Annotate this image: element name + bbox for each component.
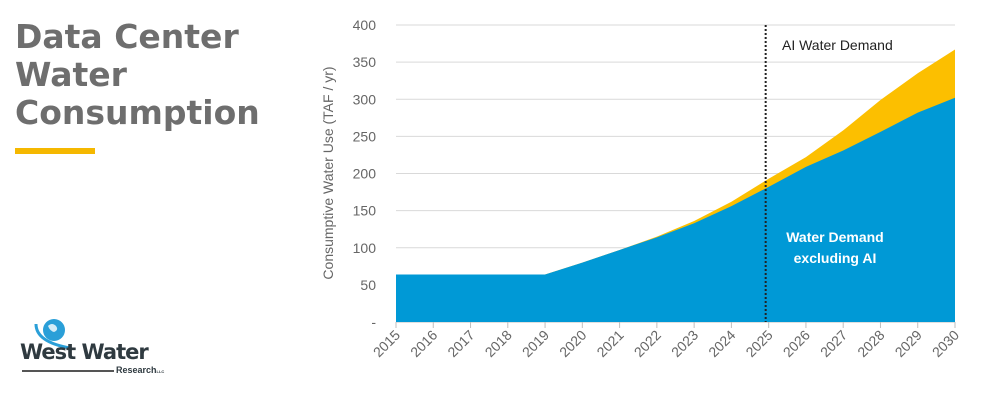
page-title: Data Center Water Consumption xyxy=(15,18,260,132)
x-tick-label: 2023 xyxy=(668,327,701,360)
logo-name: West Water xyxy=(20,340,149,364)
globe-icon xyxy=(34,319,71,350)
y-axis-label: Consumptive Water Use (TAF / yr) xyxy=(320,66,336,279)
ai-demand-label: AI Water Demand xyxy=(782,37,893,53)
title-line: Consumption xyxy=(15,93,260,132)
logo-line xyxy=(22,370,114,372)
y-tick-label: 50 xyxy=(360,277,376,293)
company-logo: West Water ResearchLLC xyxy=(18,318,178,378)
base-demand-label-line2: excluding AI xyxy=(794,250,877,266)
y-tick-label: 350 xyxy=(353,54,377,70)
logo-sub-text: Research xyxy=(116,365,157,375)
x-tick-label: 2015 xyxy=(370,327,403,360)
title-accent-bar xyxy=(15,148,95,154)
x-tick-label: 2028 xyxy=(854,327,887,360)
y-tick-label: 250 xyxy=(353,128,377,144)
title-line: Water xyxy=(15,55,127,94)
x-tick-label: 2022 xyxy=(631,327,664,360)
x-tick-label: 2017 xyxy=(444,327,477,360)
x-tick-label: 2019 xyxy=(519,327,552,360)
x-tick-label: 2025 xyxy=(742,327,775,360)
base-demand-area xyxy=(396,97,955,322)
y-tick-label: - xyxy=(371,314,376,330)
y-tick-label: 300 xyxy=(353,91,377,107)
x-tick-label: 2026 xyxy=(780,327,813,360)
logo-suffix: LLC xyxy=(156,369,165,374)
base-demand-label-line1: Water Demand xyxy=(786,229,884,245)
x-tick-label: 2029 xyxy=(892,327,925,360)
x-tick-label: 2016 xyxy=(407,327,440,360)
x-tick-label: 2024 xyxy=(705,327,738,360)
y-tick-label: 150 xyxy=(353,203,377,219)
y-tick-label: 200 xyxy=(353,166,377,182)
x-tick-label: 2018 xyxy=(482,327,515,360)
x-tick-label: 2020 xyxy=(556,327,589,360)
title-line: Data Center xyxy=(15,17,239,56)
x-tick-label: 2030 xyxy=(929,327,962,360)
x-tick-label: 2021 xyxy=(593,327,626,360)
y-tick-label: 100 xyxy=(353,240,377,256)
x-tick-label: 2027 xyxy=(817,327,850,360)
y-tick-label: 400 xyxy=(353,17,377,33)
logo-sub: ResearchLLC xyxy=(116,365,164,375)
